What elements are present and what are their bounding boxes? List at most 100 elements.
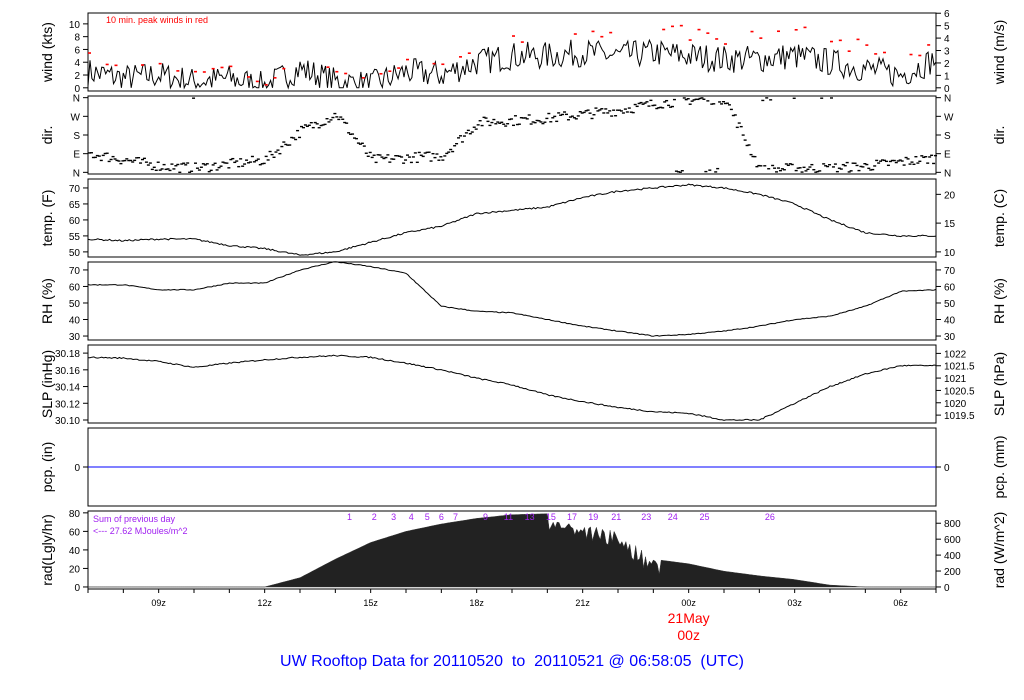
dir-point <box>610 115 614 117</box>
dir-point <box>223 162 227 164</box>
dir-point <box>806 168 810 170</box>
tick-label-rad: 20 <box>69 564 81 575</box>
dir-point <box>537 120 541 122</box>
peak-wind-point <box>697 28 701 31</box>
right-tick-label-pcp: 0 <box>944 463 950 474</box>
right-tick-label-dir: N <box>944 168 951 179</box>
dir-point <box>790 163 794 166</box>
dir-point <box>678 171 682 173</box>
dir-point <box>808 166 812 168</box>
tick-label-temp: 55 <box>69 232 81 243</box>
peak-wind-point <box>600 35 604 38</box>
dir-point <box>290 136 294 139</box>
dir-point <box>684 98 688 101</box>
dir-point <box>900 160 904 162</box>
cumulative-radiation-label: 5 <box>425 512 430 522</box>
dir-point <box>88 152 91 154</box>
peak-wind-point <box>326 66 330 68</box>
x-tick-label: 21z <box>575 598 590 608</box>
cumulative-radiation-label: 6 <box>439 512 444 522</box>
dir-point <box>618 109 621 111</box>
dir-point <box>199 166 203 168</box>
tick-label-slp: 30.12 <box>55 399 80 410</box>
dir-point <box>753 155 757 158</box>
dir-point <box>144 161 148 163</box>
dir-point <box>492 118 496 121</box>
dir-point <box>353 137 356 139</box>
peak-wind-point <box>750 30 754 33</box>
dir-point <box>466 129 470 132</box>
dir-point <box>761 99 765 102</box>
dir-point <box>262 162 266 165</box>
dir-point <box>388 161 392 163</box>
dir-point <box>250 155 254 158</box>
dir-point <box>396 155 400 157</box>
dir-point <box>400 156 404 158</box>
dir-point <box>313 121 317 124</box>
x-tick-label: 18z <box>469 598 484 608</box>
dir-point <box>930 154 934 157</box>
dir-point <box>890 159 894 162</box>
dir-point <box>631 111 635 114</box>
peak-wind-point <box>432 62 436 65</box>
dir-point <box>614 115 618 117</box>
dir-point <box>282 141 286 143</box>
dir-point <box>916 162 920 164</box>
dir-point <box>107 160 111 163</box>
peak-wind-point <box>856 38 860 41</box>
dir-point <box>360 142 364 144</box>
dir-point <box>708 169 712 171</box>
right-tick-label-dir: N <box>944 94 951 105</box>
dir-point <box>354 137 358 140</box>
dir-point <box>380 156 384 158</box>
peak-wind-point <box>520 41 524 43</box>
cumulative-radiation-label: 26 <box>765 512 775 522</box>
dir-point <box>415 161 419 164</box>
cumulative-radiation-label: 11 <box>504 512 513 522</box>
dir-point <box>928 156 932 158</box>
dir-point <box>148 162 152 164</box>
dir-point <box>545 117 549 120</box>
right-tick-label-rad: 800 <box>944 519 961 530</box>
dir-point <box>596 110 600 112</box>
dir-point <box>855 164 859 167</box>
tick-label-rh: 40 <box>69 316 81 327</box>
dir-point <box>873 165 877 167</box>
dir-point <box>674 170 678 172</box>
dir-point <box>248 161 252 163</box>
dir-point <box>476 124 480 126</box>
dir-point <box>641 103 645 105</box>
dir-point <box>661 107 665 109</box>
dir-point <box>594 107 598 109</box>
tick-label-temp: 50 <box>69 248 81 259</box>
dir-point <box>584 110 588 112</box>
panel-frame-slp <box>87 344 937 424</box>
peak-wind-point <box>865 44 869 46</box>
right-tick-label-temp: 10 <box>944 248 956 259</box>
dir-point <box>529 123 533 125</box>
dir-point <box>231 157 235 160</box>
dir-point <box>582 111 586 114</box>
tick-label-wind: 10 <box>69 20 81 31</box>
dir-point <box>686 98 690 100</box>
x-tick-label: 03z <box>787 598 802 608</box>
dir-point <box>384 156 388 159</box>
dir-point <box>484 117 488 119</box>
dir-point <box>710 103 714 105</box>
cumulative-radiation-label: 23 <box>641 512 651 522</box>
dir-point <box>237 165 241 168</box>
dir-point <box>119 162 123 165</box>
dir-point <box>480 124 484 127</box>
dir-point <box>109 158 113 161</box>
tick-label-slp: 30.10 <box>55 416 80 427</box>
dir-point <box>841 163 845 166</box>
dir-point <box>835 170 839 173</box>
peak-wind-point <box>335 70 339 73</box>
ylabel-right-rh: RH (%) <box>991 278 1007 324</box>
tick-label-rad: 40 <box>69 546 81 557</box>
dir-point <box>563 111 567 113</box>
peak-wind-point <box>194 70 197 73</box>
dir-point <box>914 156 918 158</box>
dir-point <box>437 159 441 161</box>
